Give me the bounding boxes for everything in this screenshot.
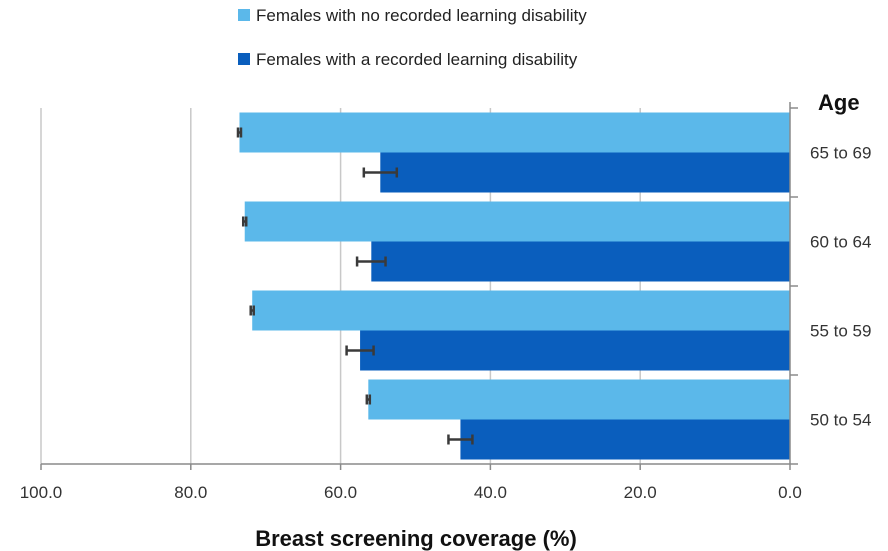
legend-entry: Females with no recorded learning disabi…	[238, 6, 587, 25]
legend-label: Females with no recorded learning disabi…	[256, 6, 587, 25]
category-label: 50 to 54	[810, 411, 871, 430]
x-tick-label: 80.0	[174, 483, 207, 502]
category-label: 65 to 69	[810, 144, 871, 163]
x-axis-title: Breast screening coverage (%)	[255, 526, 577, 551]
error-bar	[362, 167, 399, 178]
category-label: 55 to 59	[810, 322, 871, 341]
bar-learning-disability	[460, 419, 790, 460]
category-label: 60 to 64	[810, 233, 871, 252]
bar-no-learning-disability	[244, 201, 790, 242]
bar-no-learning-disability	[252, 290, 790, 331]
error-bar	[345, 345, 375, 356]
bar-learning-disability	[360, 330, 790, 371]
error-bar	[447, 434, 474, 445]
x-tick-label: 40.0	[474, 483, 507, 502]
error-bar	[236, 127, 243, 138]
legend: Females with no recorded learning disabi…	[238, 6, 587, 69]
x-tick-label: 20.0	[624, 483, 657, 502]
error-bars	[236, 127, 474, 445]
bar-learning-disability	[380, 152, 790, 193]
bars	[239, 112, 791, 460]
x-tick-label: 60.0	[324, 483, 357, 502]
error-bar	[241, 216, 248, 227]
bar-no-learning-disability	[368, 379, 790, 420]
category-axis: 65 to 69 60 to 64 55 to 59 50 to 54	[789, 102, 871, 465]
bar-learning-disability	[371, 241, 790, 282]
legend-swatch	[238, 9, 250, 21]
error-bar	[249, 305, 255, 316]
bar-no-learning-disability	[239, 112, 791, 153]
x-tick-label: 100.0	[20, 483, 63, 502]
x-axis: 100.0 80.0 60.0 40.0 20.0 0.0	[20, 463, 802, 502]
legend-label: Females with a recorded learning disabil…	[256, 50, 578, 69]
error-bar	[365, 394, 372, 405]
error-bar	[355, 256, 387, 267]
x-tick-label: 0.0	[778, 483, 802, 502]
legend-swatch	[238, 53, 250, 65]
legend-entry: Females with a recorded learning disabil…	[238, 50, 578, 69]
category-axis-title: Age	[818, 90, 860, 115]
